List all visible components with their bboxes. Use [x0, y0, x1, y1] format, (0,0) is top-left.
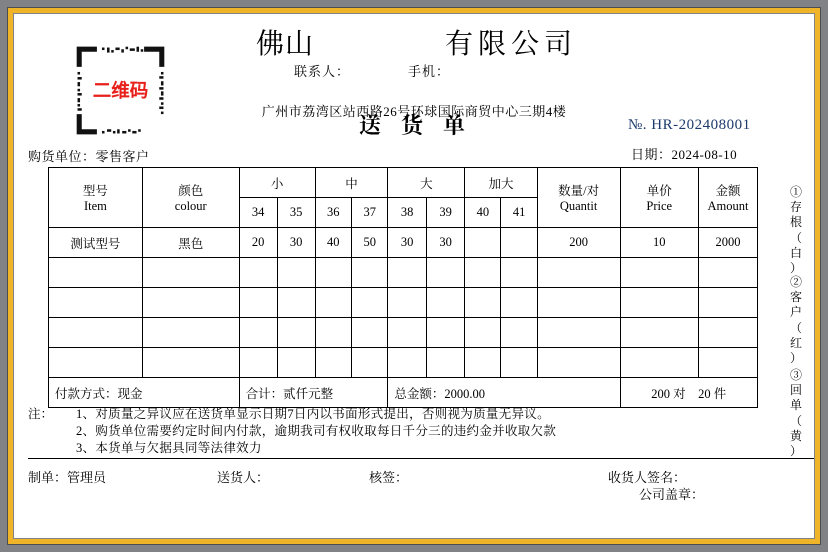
- svg-text:二维码: 二维码: [93, 80, 149, 101]
